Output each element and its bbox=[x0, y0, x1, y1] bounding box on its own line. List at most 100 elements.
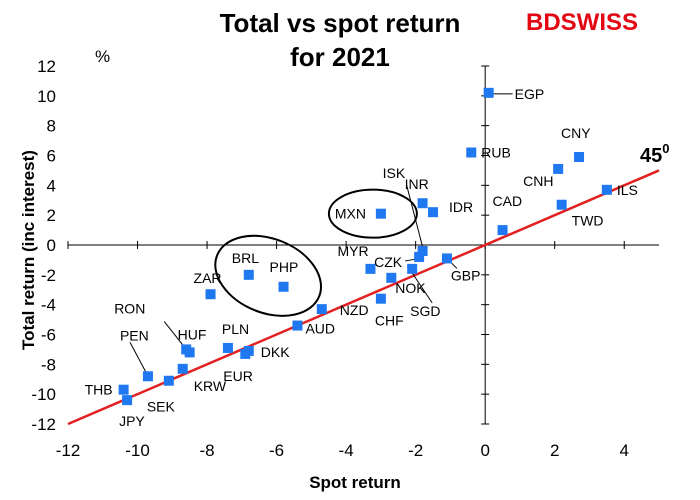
point-twd bbox=[556, 199, 567, 210]
leader-line-pen bbox=[129, 342, 147, 373]
x-tick-label: 0 bbox=[480, 441, 489, 460]
y-tick-label: 12 bbox=[37, 57, 56, 76]
point-label-cad: CAD bbox=[493, 193, 523, 209]
point-ils bbox=[601, 184, 612, 195]
point-sgd bbox=[407, 263, 418, 274]
point-aud bbox=[292, 320, 303, 331]
point-eur bbox=[240, 348, 251, 359]
point-label-pln: PLN bbox=[222, 321, 249, 337]
unit-label: % bbox=[95, 47, 110, 66]
point-label-zar: ZAR bbox=[194, 270, 222, 286]
point-label-nzd: NZD bbox=[340, 302, 369, 318]
point-gbp bbox=[441, 253, 452, 264]
brand-logo: BDSWISS bbox=[526, 9, 638, 36]
point-php bbox=[278, 281, 289, 292]
leader-line-isk bbox=[406, 184, 424, 248]
point-label-twd: TWD bbox=[572, 213, 604, 229]
point-label-sek: SEK bbox=[147, 399, 176, 415]
point-zar bbox=[205, 289, 216, 300]
point-cnh bbox=[553, 163, 564, 174]
y-tick-label: 0 bbox=[47, 236, 56, 255]
y-tick-label: 6 bbox=[47, 147, 56, 166]
y-tick-label: -6 bbox=[41, 326, 56, 345]
reference-line-label: 450 bbox=[640, 141, 669, 167]
point-label-ron: RON bbox=[114, 300, 145, 316]
point-pen bbox=[142, 371, 153, 382]
point-czk bbox=[414, 251, 425, 262]
chart-title-line-2: for 2021 bbox=[290, 42, 390, 72]
point-label-brl: BRL bbox=[232, 250, 259, 266]
point-inr bbox=[417, 198, 428, 209]
point-cny bbox=[574, 151, 585, 162]
y-tick-label: 4 bbox=[47, 176, 56, 195]
point-thb bbox=[118, 384, 129, 395]
point-label-nok: NOK bbox=[395, 280, 426, 296]
y-tick-label: -8 bbox=[41, 355, 56, 374]
point-huf bbox=[184, 347, 195, 358]
y-tick-label: -2 bbox=[41, 266, 56, 285]
point-label-gbp: GBP bbox=[451, 267, 481, 283]
y-tick-label: 2 bbox=[47, 206, 56, 225]
chart-title-line-1: Total vs spot return bbox=[220, 8, 461, 38]
point-label-idr: IDR bbox=[449, 199, 473, 215]
brand-logo-part1: BD bbox=[526, 9, 561, 36]
y-axis-title: Total return (inc interest) bbox=[19, 150, 38, 350]
y-tick-labels: 12 10 8 6 4 2 0 -2 -4 -6 -8 -10 -12 bbox=[31, 57, 56, 434]
point-sek bbox=[163, 375, 174, 386]
leader-line-sgd bbox=[411, 272, 433, 304]
point-nok bbox=[386, 272, 397, 283]
x-tick-label: -6 bbox=[269, 441, 284, 460]
y-tick-label: -10 bbox=[31, 385, 56, 404]
point-label-egp: EGP bbox=[515, 86, 545, 102]
point-cad bbox=[497, 225, 508, 236]
point-idr bbox=[428, 207, 439, 218]
y-tick-label: -4 bbox=[41, 296, 56, 315]
x-axis-title: Spot return bbox=[309, 473, 401, 492]
point-label-aud: AUD bbox=[305, 321, 335, 337]
point-jpy bbox=[122, 395, 133, 406]
point-pln bbox=[222, 342, 233, 353]
point-label-myr: MYR bbox=[337, 243, 368, 259]
point-label-php: PHP bbox=[270, 259, 299, 275]
point-isk bbox=[417, 245, 428, 256]
x-tick-label: -2 bbox=[408, 441, 423, 460]
reference-line-label-main: 45 bbox=[640, 145, 662, 167]
point-label-krw: KRW bbox=[194, 378, 227, 394]
point-label-rub: RUB bbox=[481, 145, 511, 161]
highlight-circles bbox=[214, 188, 418, 317]
x-tick-label: -10 bbox=[125, 441, 150, 460]
point-krw bbox=[177, 363, 188, 374]
point-label-jpy: JPY bbox=[119, 413, 145, 429]
point-label-cny: CNY bbox=[561, 125, 591, 141]
point-egp bbox=[483, 87, 494, 98]
point-label-eur: EUR bbox=[223, 368, 253, 384]
point-label-ils: ILS bbox=[617, 182, 638, 198]
point-label-inr: INR bbox=[405, 176, 429, 192]
x-tick-label: -12 bbox=[56, 441, 81, 460]
point-brl bbox=[243, 269, 254, 280]
point-label-chf: CHF bbox=[375, 313, 404, 329]
point-chf bbox=[375, 293, 386, 304]
x-tick-label: 2 bbox=[550, 441, 559, 460]
x-tick-labels: -12 -10 -8 -6 -4 -2 0 2 4 bbox=[56, 441, 629, 460]
x-tick-label: -8 bbox=[199, 441, 214, 460]
point-rub bbox=[466, 147, 477, 158]
svg-text:BDSWISS: BDSWISS bbox=[526, 9, 638, 36]
point-label-sgd: SGD bbox=[410, 303, 440, 319]
highlight-circle-mxn bbox=[327, 188, 418, 239]
point-label-huf: HUF bbox=[178, 326, 207, 342]
axes bbox=[67, 65, 659, 425]
point-label-thb: THB bbox=[85, 382, 113, 398]
x-tick-label: -4 bbox=[339, 441, 354, 460]
leader-line-ron bbox=[163, 321, 184, 346]
point-label-czk: CZK bbox=[374, 254, 403, 270]
brand-logo-part2: SWISS bbox=[561, 9, 638, 36]
point-label-dkk: DKK bbox=[261, 344, 290, 360]
point-label-cnh: CNH bbox=[523, 173, 553, 189]
point-label-isk: ISK bbox=[383, 165, 406, 181]
point-label-mxn: MXN bbox=[335, 206, 366, 222]
x-tick-label: 4 bbox=[620, 441, 629, 460]
point-label-pen: PEN bbox=[120, 327, 149, 343]
reference-line-label-sup: 0 bbox=[662, 141, 669, 156]
